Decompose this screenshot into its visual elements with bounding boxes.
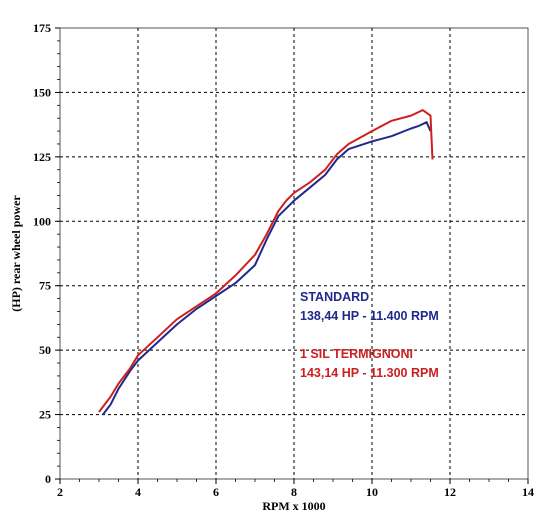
annotation-termignoni-value: 143,14 HP - 11.300 RPM xyxy=(300,366,439,380)
y-axis-title: (HP) rear wheel power xyxy=(9,195,23,312)
y-tick-label: 175 xyxy=(33,21,51,35)
y-tick-label: 25 xyxy=(39,408,51,422)
x-axis-title: RPM x 1000 xyxy=(262,499,325,513)
series-lines xyxy=(98,109,434,416)
annotation-termignoni-label: 1 SIL TERMIGNONI xyxy=(300,347,413,361)
series-line-termignoni xyxy=(98,109,434,413)
plot-area xyxy=(59,27,529,480)
x-tick-label: 12 xyxy=(444,485,456,499)
annotation-standard-label: STANDARD xyxy=(300,290,369,304)
x-tick-label: 8 xyxy=(291,485,297,499)
x-tick-label: 4 xyxy=(135,485,141,499)
y-tick-label: 75 xyxy=(39,279,51,293)
y-tick-label: 150 xyxy=(33,85,51,99)
annotations: STANDARD 138,44 HP - 11.400 RPM 1 SIL TE… xyxy=(300,290,439,380)
y-tick-label: 100 xyxy=(33,214,51,228)
axis-ticks: 2 4 6 8 10 12 14 0 25 50 75 100 125 150 175 xyxy=(33,21,534,499)
y-tick-label: 125 xyxy=(33,150,51,164)
series-line-standard xyxy=(102,121,432,416)
x-tick-label: 2 xyxy=(57,485,63,499)
y-tick-label: 0 xyxy=(45,472,51,486)
y-tick-label: 50 xyxy=(39,343,51,357)
x-tick-label: 14 xyxy=(522,485,534,499)
x-tick-label: 6 xyxy=(213,485,219,499)
grid xyxy=(60,28,528,479)
annotation-standard-value: 138,44 HP - 11.400 RPM xyxy=(300,309,439,323)
x-tick-label: 10 xyxy=(366,485,378,499)
